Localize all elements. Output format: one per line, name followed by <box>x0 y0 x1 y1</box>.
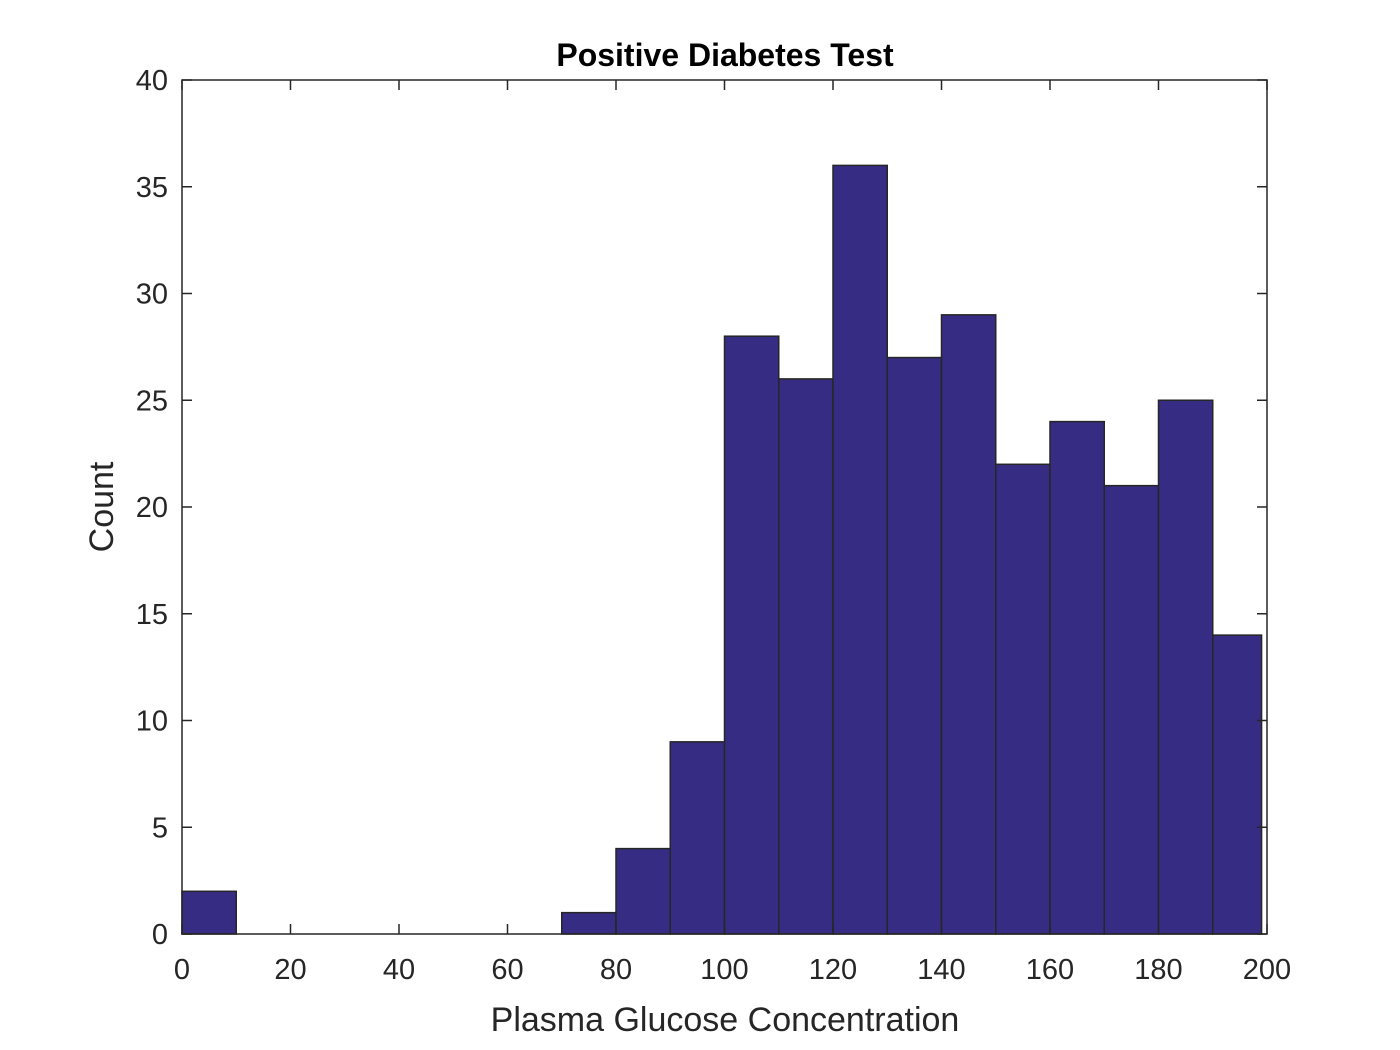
x-tick-label-6: 120 <box>809 954 857 986</box>
histogram-bar-1 <box>561 911 617 935</box>
histogram-bar-0 <box>181 890 237 935</box>
histogram-bar-3 <box>669 741 726 935</box>
histogram-bar-13 <box>1212 634 1263 935</box>
y-tick-label-1: 5 <box>152 812 168 844</box>
histogram-bar-12 <box>1157 399 1214 935</box>
x-tick-label-10: 200 <box>1243 954 1291 986</box>
y-tick-label-5: 25 <box>136 385 168 417</box>
y-tick-label-4: 20 <box>136 492 168 524</box>
x-tick-label-3: 60 <box>491 954 523 986</box>
ticks-layer: 0 20 40 60 80 100 120 140 160 180 200 0 5 10 15 20 25 30 3… <box>136 65 1291 986</box>
y-tick-label-3: 15 <box>136 599 168 631</box>
x-tick-label-8: 160 <box>1026 954 1074 986</box>
y-tick-label-0: 0 <box>152 919 168 951</box>
chart-title: Positive Diabetes Test <box>556 37 894 73</box>
y-tick-label-7: 35 <box>136 172 168 204</box>
x-tick-label-2: 40 <box>383 954 415 986</box>
y-tick-label-2: 10 <box>136 706 168 738</box>
histogram-bar-7 <box>886 356 943 935</box>
x-axis-label: Plasma Glucose Concentration <box>491 1001 960 1039</box>
histogram-bar-5 <box>778 378 834 935</box>
histogram-bar-8 <box>940 314 997 935</box>
bars-layer <box>181 164 1263 935</box>
histogram-bar-4 <box>723 335 780 935</box>
x-tick-label-0: 0 <box>174 954 190 986</box>
x-tick-label-7: 140 <box>917 954 965 986</box>
y-axis-label: Count <box>83 461 121 552</box>
y-tick-label-8: 40 <box>136 65 168 97</box>
x-tick-label-1: 20 <box>274 954 306 986</box>
x-tick-label-4: 80 <box>600 954 632 986</box>
histogram-bar-6 <box>832 164 888 935</box>
histogram-bar-9 <box>995 463 1051 935</box>
histogram-bar-10 <box>1049 420 1105 935</box>
x-tick-label-5: 100 <box>700 954 748 986</box>
histogram-bar-2 <box>615 847 671 935</box>
histogram-bar-11 <box>1103 484 1160 935</box>
y-tick-label-6: 30 <box>136 279 168 311</box>
x-tick-label-9: 180 <box>1134 954 1182 986</box>
